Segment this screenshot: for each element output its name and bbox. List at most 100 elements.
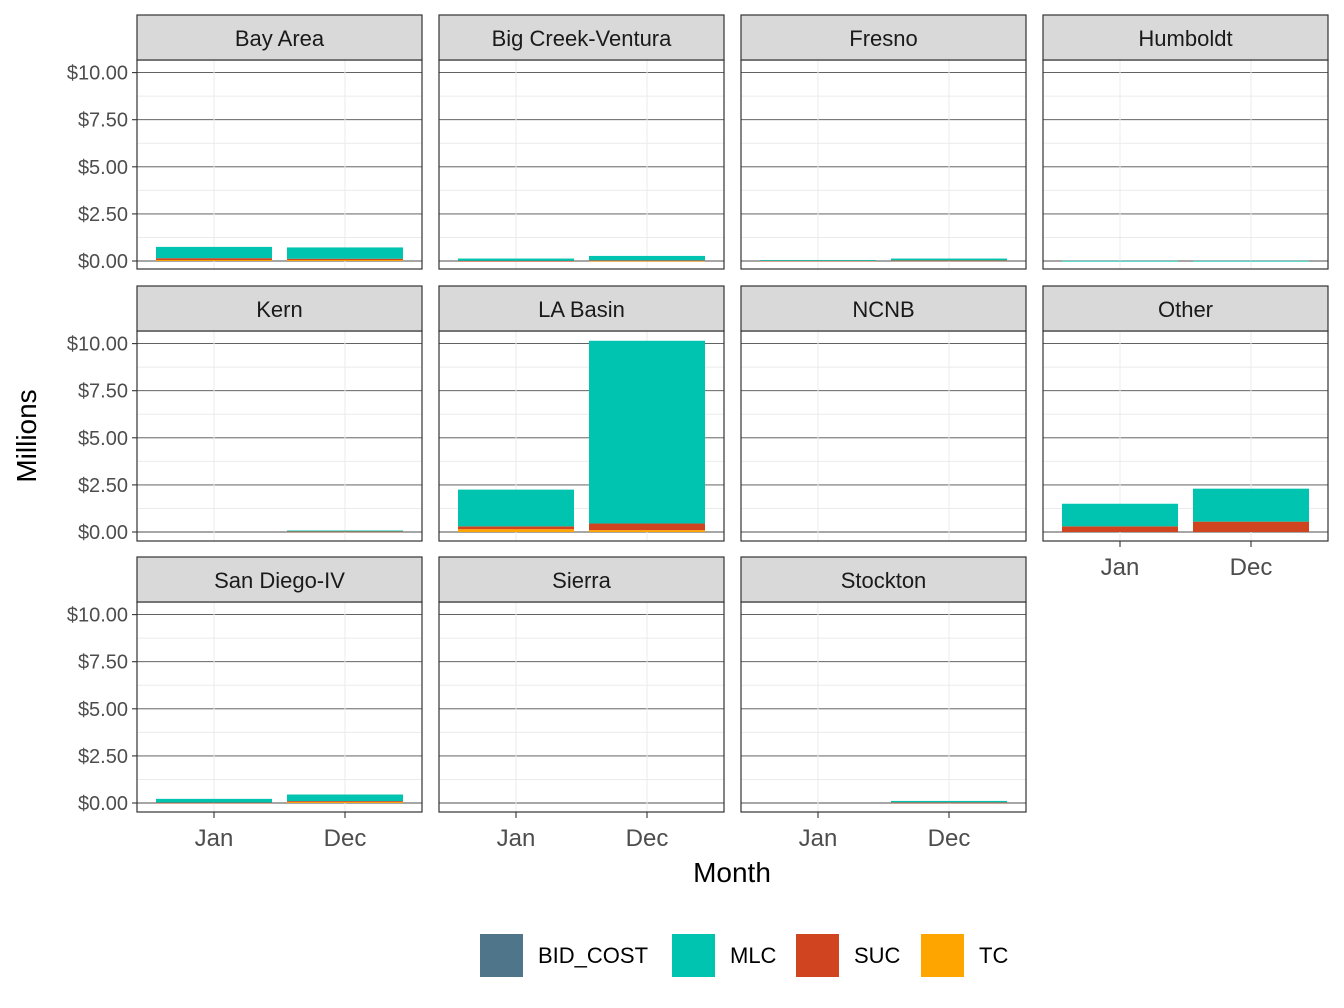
y-tick-label: $0.00 xyxy=(78,251,128,273)
facet-strip xyxy=(740,14,1027,61)
bar-dec-mlc xyxy=(891,258,1007,261)
bar-dec-suc xyxy=(1193,521,1309,532)
x-tick-label: Jan xyxy=(799,825,838,852)
bar-dec-mlc xyxy=(287,247,403,259)
bar-dec-mlc xyxy=(589,340,705,524)
bar-jan-mlc xyxy=(760,260,876,261)
x-tick-label: Jan xyxy=(497,825,536,852)
bar-dec-mlc xyxy=(891,800,1007,803)
facet-strip xyxy=(1042,14,1329,61)
panel-bay-area: Bay Area $0.00 $2.50 $5.00 $7.50 $10.00 xyxy=(67,14,423,273)
panel-background xyxy=(741,331,1026,541)
panel-background xyxy=(741,60,1026,269)
bar-jan-suc xyxy=(458,260,574,262)
x-tick-label: Dec xyxy=(928,825,971,852)
panel-humboldt: Humboldt xyxy=(1042,14,1329,270)
bar-jan-suc xyxy=(760,260,876,262)
y-tick-label: $5.00 xyxy=(78,699,128,721)
panel-background xyxy=(137,60,422,269)
bar-jan-suc xyxy=(156,258,272,261)
y-tick-label: $0.00 xyxy=(78,793,128,815)
panel-ncnb: NCNB xyxy=(740,285,1027,542)
facet-strip xyxy=(438,556,725,603)
facet-strip xyxy=(136,285,423,332)
y-tick-label: $2.50 xyxy=(78,746,128,768)
panel-san-diego-iv: San Diego-IV $0.00 $2.50 $5.00 $7.50 $10.00 Ja… xyxy=(67,556,423,852)
legend-key xyxy=(672,934,715,977)
bar-dec-suc xyxy=(287,801,403,803)
panel-background xyxy=(439,602,724,812)
panel-background xyxy=(439,60,724,269)
panel-fresno: Fresno xyxy=(740,14,1027,270)
facet-strip-label: NCNB xyxy=(852,297,914,322)
legend-item-bid-cost: BID_COST xyxy=(480,934,648,977)
y-tick-label: $10.00 xyxy=(67,63,128,85)
panel-big-creek-ventura: Big Creek-Ventura xyxy=(438,14,725,270)
facet-strip-label: Fresno xyxy=(849,26,917,51)
legend-label: TC xyxy=(979,943,1008,968)
panel-background xyxy=(137,331,422,541)
bar-jan-suc xyxy=(458,526,574,530)
bar-jan-mlc xyxy=(458,258,574,261)
bar-dec-mlc xyxy=(589,255,705,261)
bar-jan-mlc xyxy=(1062,260,1178,262)
facet-strip xyxy=(740,556,1027,603)
panel-kern: Kern $0.00 $2.50 $5.00 $7.50 $10.00 xyxy=(67,285,423,544)
panel-la-basin: LA Basin xyxy=(438,285,725,542)
bar-dec-mlc xyxy=(287,794,403,802)
legend-label: SUC xyxy=(854,943,901,968)
legend-item-mlc: MLC xyxy=(672,934,777,977)
facet-strip-label: Humboldt xyxy=(1138,26,1232,51)
bar-dec-suc xyxy=(891,260,1007,262)
y-tick-label: $10.00 xyxy=(67,605,128,627)
bar-dec-mlc xyxy=(287,530,403,532)
facet-strip-label: Other xyxy=(1158,297,1213,322)
panel-background xyxy=(137,602,422,812)
facet-strip xyxy=(438,14,725,61)
x-tick-label: Jan xyxy=(1101,554,1140,581)
legend-item-suc: SUC xyxy=(796,934,901,977)
y-tick-label: $5.00 xyxy=(78,157,128,179)
x-tick-label: Dec xyxy=(324,825,367,852)
panel-sierra: Sierra Jan Dec xyxy=(438,556,725,852)
bar-dec-tc xyxy=(287,260,403,261)
panel-other: Other Jan Dec xyxy=(1042,285,1329,581)
bar-dec-suc xyxy=(589,260,705,262)
bar-jan-tc xyxy=(156,260,272,261)
bar-jan-suc xyxy=(1062,526,1178,532)
y-tick-label: $7.50 xyxy=(78,110,128,132)
bar-dec-tc xyxy=(589,530,705,532)
bar-jan-mlc xyxy=(156,246,272,259)
facet-strip-label: Stockton xyxy=(841,568,927,593)
bar-dec-suc xyxy=(287,531,403,533)
panel-background xyxy=(1043,60,1328,269)
bar-jan-tc xyxy=(458,529,574,532)
y-tick-label: $5.00 xyxy=(78,428,128,450)
facet-panels: Bay Area $0.00 $2.50 $5.00 $7.50 $10.00 Big Cr… xyxy=(67,14,1329,852)
facet-strip-label: Bay Area xyxy=(235,26,325,51)
bar-jan-mlc xyxy=(1062,503,1178,527)
legend-key xyxy=(921,934,964,977)
bar-dec-tc xyxy=(287,802,403,803)
legend-label: MLC xyxy=(730,943,777,968)
legend: BID_COST MLC SUC TC xyxy=(480,934,1008,977)
y-tick-label: $10.00 xyxy=(67,334,128,356)
bar-dec-mlc xyxy=(1193,260,1309,262)
legend-item-tc: TC xyxy=(921,934,1008,977)
panel-stockton: Stockton Jan Dec xyxy=(740,556,1027,852)
y-tick-label: $7.50 xyxy=(78,652,128,674)
facet-strip xyxy=(136,556,423,603)
facet-strip-label: San Diego-IV xyxy=(214,568,345,593)
facet-strip xyxy=(136,14,423,61)
legend-key xyxy=(796,934,839,977)
y-tick-label: $2.50 xyxy=(78,475,128,497)
x-axis-title: Month xyxy=(693,857,771,888)
bar-dec-mlc xyxy=(1193,488,1309,522)
facet-strip xyxy=(1042,285,1329,332)
y-axis-title: Millions xyxy=(11,389,42,482)
y-tick-label: $2.50 xyxy=(78,204,128,226)
bar-jan-mlc xyxy=(458,489,574,527)
bar-dec-suc xyxy=(287,258,403,261)
x-tick-label: Dec xyxy=(1230,554,1273,581)
